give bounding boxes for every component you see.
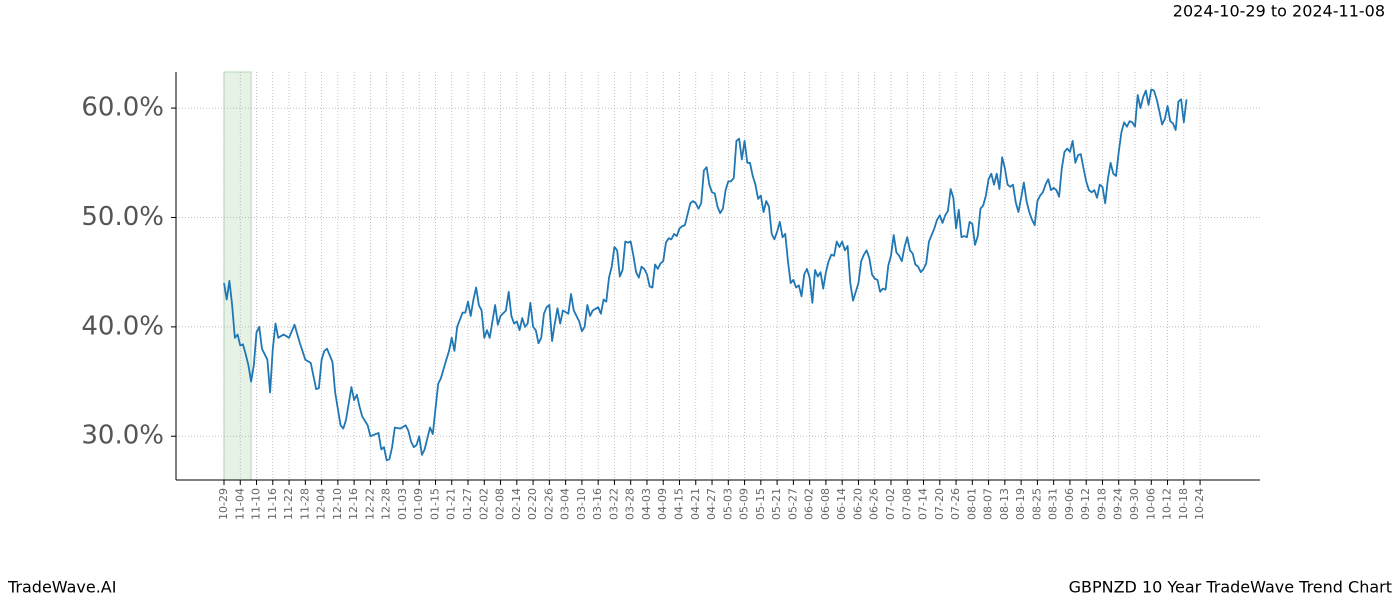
x-tick-label: 10-06 [1144, 488, 1157, 520]
x-tick-label: 12-16 [347, 488, 360, 520]
x-tick-label: 01-15 [428, 488, 441, 520]
x-tick-label: 07-02 [884, 488, 897, 520]
x-tick-label: 08-07 [982, 488, 995, 520]
brand: TradeWave.AI [7, 578, 116, 597]
x-tick-label: 05-09 [738, 488, 751, 520]
y-tick-label: 30.0% [81, 421, 164, 451]
x-tick-label: 01-03 [396, 488, 409, 520]
x-tick-label: 02-20 [526, 488, 539, 520]
x-tick-label: 01-09 [412, 488, 425, 520]
x-tick-label: 07-20 [933, 488, 946, 520]
x-tick-label: 10-29 [217, 488, 230, 520]
x-tick-label: 12-22 [363, 488, 376, 520]
x-tick-label: 08-13 [998, 488, 1011, 520]
x-tick-label: 07-08 [900, 488, 913, 520]
x-tick-label: 02-14 [510, 488, 523, 520]
x-tick-label: 04-27 [705, 488, 718, 520]
y-tick-label: 60.0% [81, 93, 164, 123]
x-tick-label: 06-20 [851, 488, 864, 520]
x-tick-label: 05-15 [754, 488, 767, 520]
x-tick-label: 09-18 [1095, 488, 1108, 520]
x-tick-label: 05-03 [721, 488, 734, 520]
x-tick-label: 11-10 [250, 488, 263, 520]
x-tick-label: 03-04 [559, 488, 572, 520]
x-tick-label: 11-16 [266, 488, 279, 520]
x-tick-label: 10-24 [1193, 488, 1206, 520]
x-tick-label: 11-04 [233, 488, 246, 520]
x-tick-label: 02-26 [542, 488, 555, 520]
x-tick-label: 08-19 [1014, 488, 1027, 520]
x-tick-label: 11-22 [282, 488, 295, 520]
x-tick-label: 08-01 [965, 488, 978, 520]
x-tick-label: 07-26 [949, 488, 962, 520]
x-tick-label: 05-21 [770, 488, 783, 520]
x-tick-label: 02-08 [494, 488, 507, 520]
x-tick-label: 08-25 [1030, 488, 1043, 520]
x-tick-label: 06-26 [868, 488, 881, 520]
x-tick-label: 04-15 [672, 488, 685, 520]
chart-subtitle: GBPNZD 10 Year TradeWave Trend Chart [1069, 578, 1392, 597]
x-tick-label: 12-04 [315, 488, 328, 520]
x-tick-label: 12-28 [380, 488, 393, 520]
x-tick-label: 05-27 [786, 488, 799, 520]
x-tick-label: 08-31 [1047, 488, 1060, 520]
y-tick-label: 40.0% [81, 311, 164, 341]
x-tick-label: 01-21 [445, 488, 458, 520]
highlight-span [223, 71, 252, 481]
x-tick-label: 10-12 [1161, 488, 1174, 520]
x-tick-label: 03-16 [591, 488, 604, 520]
x-tick-label: 04-03 [640, 488, 653, 520]
x-tick-label: 12-10 [331, 488, 344, 520]
x-tick-label: 11-28 [298, 488, 311, 520]
x-tick-label: 09-24 [1112, 488, 1125, 520]
x-tick-label: 02-02 [477, 488, 490, 520]
x-tick-label: 01-27 [461, 488, 474, 520]
x-tick-label: 09-06 [1063, 488, 1076, 520]
line [223, 88, 1188, 462]
x-tick-label: 09-30 [1128, 488, 1141, 520]
x-tick-label: 03-10 [575, 488, 588, 520]
chart-title: 2024-10-29 to 2024-11-08 [1173, 2, 1385, 21]
x-tick-label: 04-21 [689, 488, 702, 520]
x-tick-label: 04-09 [656, 488, 669, 520]
x-tick-label: 06-02 [803, 488, 816, 520]
x-tick-label: 03-22 [607, 488, 620, 520]
x-tick-label: 09-12 [1079, 488, 1092, 520]
x-tick-label: 06-14 [835, 488, 848, 520]
y-tick-label: 50.0% [81, 202, 164, 232]
x-tick-label: 10-18 [1177, 488, 1190, 520]
x-tick-label: 07-14 [917, 488, 930, 520]
x-tick-label: 06-08 [819, 488, 832, 520]
x-tick-label: 03-28 [624, 488, 637, 520]
